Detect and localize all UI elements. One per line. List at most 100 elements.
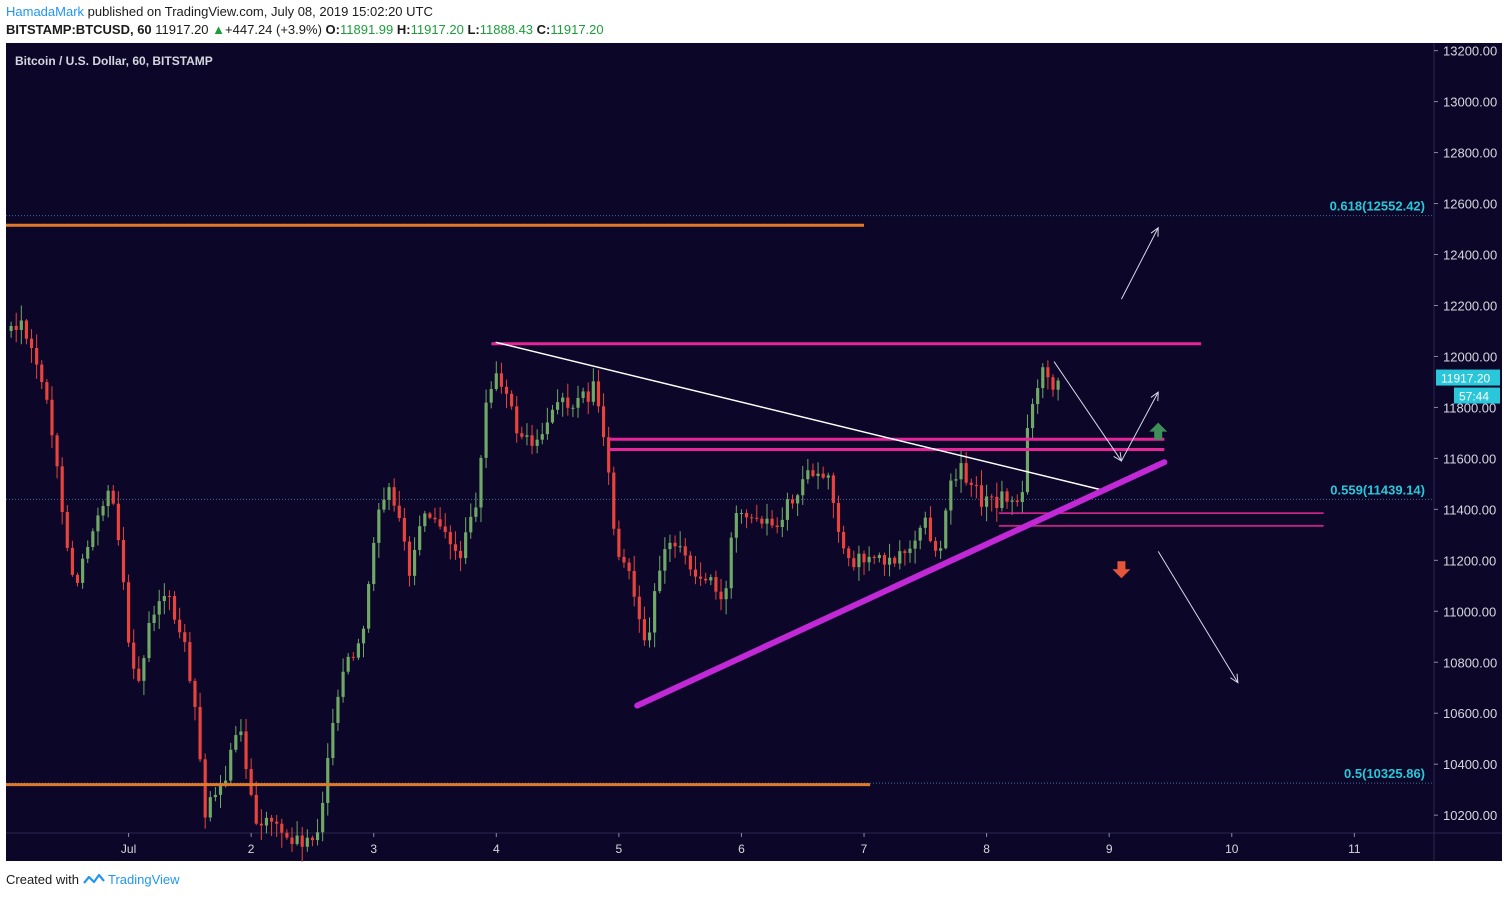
y-tick-label: 11400.00	[1443, 502, 1496, 517]
candle-body	[949, 480, 953, 511]
candle	[428, 511, 432, 520]
candle	[990, 493, 994, 512]
candle-body	[525, 435, 529, 437]
candle	[295, 821, 299, 846]
candle-body	[581, 391, 585, 398]
time-axis[interactable]	[6, 833, 1434, 861]
candle	[188, 631, 192, 684]
candle-body	[607, 437, 611, 473]
candle	[510, 390, 514, 410]
candle	[474, 492, 478, 523]
candle	[86, 540, 90, 564]
candle-body	[367, 584, 371, 629]
candle	[392, 478, 396, 512]
last-price-tag	[1436, 369, 1500, 386]
candle-body	[642, 619, 646, 641]
candle-body	[990, 496, 994, 498]
candle-body	[443, 526, 447, 532]
arrow-drawing[interactable]	[1120, 226, 1159, 300]
fib-label-2: 0.5(10325.86)	[1344, 766, 1425, 781]
candle	[673, 535, 677, 558]
candle-body	[908, 548, 912, 553]
candle-body	[300, 835, 304, 847]
candle-body	[601, 406, 606, 438]
candle-body	[520, 433, 524, 437]
candle-body	[785, 499, 789, 520]
candle-body	[842, 531, 846, 549]
y-tick-label: 13000.00	[1443, 95, 1497, 110]
candle	[744, 509, 749, 529]
candle-body	[928, 517, 933, 542]
candle-body	[739, 512, 744, 514]
candle-body	[29, 338, 34, 348]
drawings[interactable]	[6, 223, 1324, 787]
candle	[765, 503, 769, 536]
candle	[939, 540, 943, 559]
candle-body	[780, 519, 784, 528]
candle-body	[254, 794, 258, 824]
candle-body	[637, 596, 641, 620]
candle-body	[86, 546, 90, 559]
low-label: L:	[467, 22, 480, 37]
candle-body	[14, 325, 18, 330]
candle	[556, 389, 560, 415]
price-axis[interactable]	[1434, 43, 1502, 833]
candle-body	[857, 553, 861, 568]
candle	[101, 500, 105, 522]
candle	[867, 546, 871, 571]
candle	[162, 583, 166, 615]
candle	[40, 360, 44, 390]
low-value: 11888.43	[479, 22, 534, 37]
candle-body	[755, 517, 759, 519]
candle	[203, 753, 207, 829]
candle	[852, 550, 856, 571]
published-text: published on TradingView.com, July 08, 2…	[87, 4, 433, 19]
candle-body	[1041, 367, 1045, 389]
y-tick-label: 11600.00	[1443, 451, 1496, 466]
x-tick-label: 5	[616, 842, 623, 856]
candle	[229, 742, 233, 784]
candle-body	[683, 546, 687, 556]
candle	[632, 555, 636, 607]
candle-body	[847, 548, 851, 559]
candle-body	[305, 837, 309, 847]
candle	[811, 463, 815, 478]
arrow-drawing[interactable]	[1120, 391, 1159, 462]
candle	[872, 554, 876, 565]
candle-body	[561, 397, 565, 403]
trend-line-0	[495, 341, 1104, 491]
candle-body	[75, 574, 80, 583]
candle	[857, 545, 861, 581]
candle-body	[612, 472, 616, 529]
candle	[275, 815, 279, 837]
candle	[1005, 488, 1009, 509]
candle-body	[81, 558, 85, 583]
author-link[interactable]: HamadaMark	[6, 4, 85, 19]
arrow-head	[1230, 673, 1239, 684]
symbol-label: BITSTAMP:BTCUSD, 60	[6, 22, 152, 37]
candle	[35, 334, 39, 379]
candle	[96, 507, 100, 546]
arrow-head	[1150, 391, 1159, 402]
candle-body	[249, 769, 253, 795]
candle-body	[295, 835, 299, 844]
arrow-drawing[interactable]	[1157, 551, 1239, 684]
candle-body	[765, 518, 769, 524]
tradingview-brand[interactable]: TradingView	[83, 872, 180, 887]
candle-body	[55, 435, 59, 467]
x-tick-label: 2	[248, 842, 255, 856]
candle	[515, 396, 519, 443]
candle	[234, 726, 238, 753]
candle	[949, 473, 953, 525]
candle-body	[172, 596, 177, 620]
candle	[147, 611, 151, 663]
candle	[193, 678, 197, 721]
candle-body	[193, 680, 197, 707]
candle	[842, 525, 846, 555]
candle	[443, 513, 447, 539]
candle	[407, 536, 412, 587]
candle-body	[418, 526, 422, 550]
candle	[535, 429, 539, 454]
candle-body	[510, 393, 514, 407]
